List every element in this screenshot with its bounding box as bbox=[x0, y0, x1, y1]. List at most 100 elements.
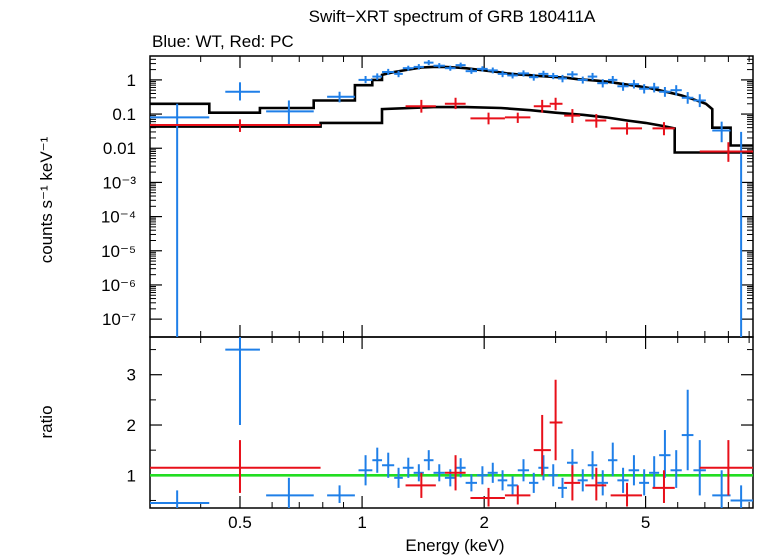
lower-pc-data-point bbox=[610, 482, 643, 507]
upper-y-tick-label: 10⁻⁴ bbox=[101, 208, 136, 227]
lower-pc-data-point bbox=[444, 455, 466, 491]
upper-wt-data-point bbox=[372, 73, 383, 80]
lower-wt-data-point bbox=[617, 467, 629, 493]
upper-wt-data-point bbox=[497, 70, 508, 78]
lower-wt-data-point bbox=[548, 464, 558, 487]
upper-wt-data-point bbox=[455, 62, 466, 68]
lower-pc-data-point bbox=[699, 440, 753, 496]
upper-wt-data-point bbox=[465, 68, 477, 74]
upper-wt-data-point bbox=[628, 79, 640, 89]
upper-wt-data-point bbox=[225, 82, 260, 101]
upper-wt-data-point bbox=[639, 84, 650, 94]
upper-wt-data-point bbox=[681, 92, 694, 104]
upper-wt-data-point bbox=[517, 70, 530, 77]
chart-subtitle: Blue: WT, Red: PC bbox=[152, 32, 294, 51]
lower-y-tick-label: 2 bbox=[127, 416, 136, 435]
upper-wt-data-point bbox=[423, 60, 434, 66]
upper-pc-data-point bbox=[150, 119, 321, 132]
upper-wt-data-point bbox=[649, 82, 660, 93]
lower-pc-data-point bbox=[533, 414, 551, 476]
lower-wt-data-point bbox=[433, 464, 445, 482]
upper-y-tick-label: 10⁻³ bbox=[102, 173, 136, 192]
upper-wt-data-point bbox=[507, 72, 518, 79]
upper-y-tick-label: 0.1 bbox=[112, 105, 136, 124]
lower-pc-data-point bbox=[652, 470, 675, 503]
upper-y-axis-label: counts s⁻¹ keV⁻¹ bbox=[37, 136, 56, 263]
upper-wt-data-point bbox=[608, 75, 618, 84]
lower-y-tick-label: 1 bbox=[127, 466, 136, 485]
lower-wt-data-point bbox=[597, 470, 609, 496]
upper-y-tick-label: 0.01 bbox=[103, 139, 136, 158]
lower-wt-data-point bbox=[681, 389, 694, 471]
upper-wt-data-point bbox=[670, 85, 682, 96]
lower-wt-data-point bbox=[372, 447, 383, 473]
lower-wt-data-point bbox=[649, 456, 660, 488]
lower-wt-data-point bbox=[670, 450, 682, 488]
lower-wt-data-point bbox=[497, 470, 508, 491]
upper-wt-data-point bbox=[266, 100, 314, 125]
lower-wt-data-point bbox=[394, 467, 403, 488]
lower-wt-data-point bbox=[423, 450, 434, 471]
lower-pc-data-point bbox=[470, 487, 505, 507]
x-axis-label: Energy (keV) bbox=[405, 536, 504, 555]
upper-wt-data-point bbox=[382, 68, 395, 75]
lower-pc-data-point bbox=[405, 472, 436, 498]
upper-pc-data-point bbox=[585, 114, 607, 128]
upper-wt-data-point bbox=[659, 86, 671, 97]
lower-wt-data-point bbox=[455, 458, 466, 478]
upper-wt-data-point bbox=[444, 65, 456, 71]
lower-y-tick-label: 3 bbox=[127, 366, 136, 385]
upper-wt-data-point bbox=[529, 73, 539, 81]
lower-wt-data-point bbox=[639, 469, 650, 496]
upper-wt-data-point bbox=[358, 75, 373, 84]
upper-y-tick-label: 10⁻⁵ bbox=[101, 242, 136, 261]
x-tick-label: 0.5 bbox=[228, 513, 252, 532]
upper-wt-data-point bbox=[487, 67, 498, 74]
lower-wt-data-point bbox=[517, 459, 530, 482]
upper-wt-data-point bbox=[327, 91, 355, 103]
upper-wt-data-point bbox=[712, 121, 731, 143]
upper-wt-data-point bbox=[617, 82, 629, 91]
upper-wt-data-point bbox=[433, 63, 445, 69]
lower-panel-frame bbox=[149, 336, 754, 509]
lower-wt-data-point bbox=[628, 455, 640, 486]
lower-wt-data-point bbox=[507, 476, 518, 495]
upper-pc-data-point bbox=[652, 122, 675, 136]
x-tick-label: 1 bbox=[357, 513, 366, 532]
upper-wt-data-point bbox=[597, 79, 609, 88]
lower-y-axis-label: ratio bbox=[37, 405, 56, 438]
lower-wt-data-point bbox=[557, 477, 567, 498]
upper-wt-data-point bbox=[538, 70, 549, 78]
upper-pc-data-point bbox=[610, 122, 643, 135]
upper-pc-data-point bbox=[533, 99, 551, 113]
lower-wt-data-point bbox=[487, 462, 498, 483]
upper-wt-data-point bbox=[394, 70, 403, 78]
lower-wt-data-point bbox=[608, 442, 618, 477]
lower-wt-data-point bbox=[659, 430, 671, 478]
lower-wt-data-point bbox=[150, 490, 210, 508]
upper-pc-data-point bbox=[470, 112, 505, 125]
upper-wt-data-point bbox=[402, 65, 414, 71]
upper-wt-data-point bbox=[566, 71, 578, 78]
lower-pc-data-point bbox=[585, 467, 607, 501]
upper-pc-data-point bbox=[549, 97, 563, 111]
x-tick-label: 2 bbox=[479, 513, 488, 532]
lower-wt-data-point bbox=[358, 455, 373, 486]
upper-wt-data-point bbox=[587, 72, 598, 81]
lower-pc-data-point bbox=[504, 485, 531, 505]
lower-wt-data-point bbox=[402, 457, 414, 478]
lower-wt-data-point bbox=[327, 485, 355, 503]
lower-wt-data-point bbox=[538, 455, 549, 481]
upper-y-tick-label: 1 bbox=[127, 71, 136, 90]
upper-wt-data-point bbox=[557, 74, 567, 83]
lower-wt-data-point bbox=[476, 466, 488, 485]
upper-pc-data-point bbox=[405, 99, 436, 113]
upper-pc-data-point bbox=[564, 109, 581, 123]
lower-wt-data-point bbox=[730, 485, 753, 508]
upper-wt-data-point bbox=[150, 103, 210, 337]
x-tick-label: 5 bbox=[641, 513, 650, 532]
upper-wt-data-point bbox=[476, 66, 488, 72]
lower-wt-data-point bbox=[225, 337, 260, 426]
lower-wt-data-point bbox=[529, 472, 539, 493]
upper-wt-data-point bbox=[413, 64, 424, 70]
